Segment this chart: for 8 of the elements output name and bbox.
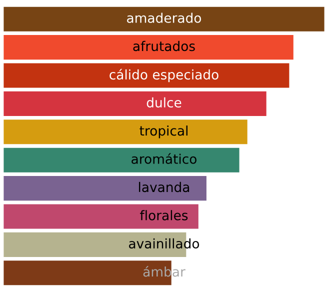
y-tick-label: cálido especiado [110,68,218,82]
y-tick-label: florales [140,210,188,220]
y-tick-label: aromático [132,153,196,164]
y-tick-label: afrutados [133,40,195,52]
y-tick-label: dulce [146,97,182,108]
y-tick-label: lavanda [139,182,190,192]
y-tick-label: amaderado [127,12,202,23]
y-tick-label: tropical [140,126,188,138]
